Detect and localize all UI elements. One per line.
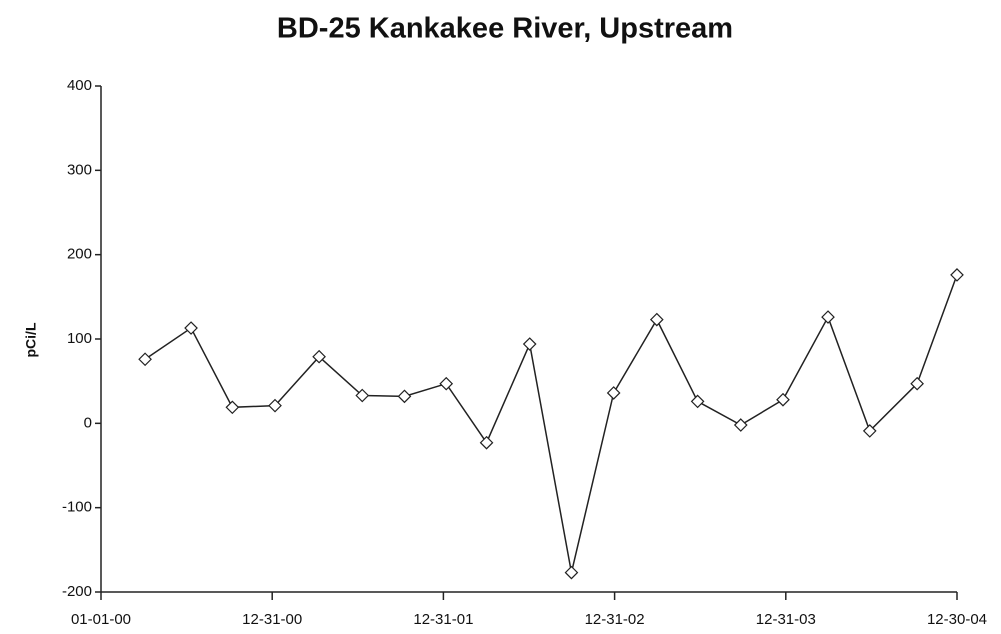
point xyxy=(862,424,877,438)
point xyxy=(225,400,240,415)
y-tick-label: 200 xyxy=(67,246,92,263)
point xyxy=(522,337,537,351)
point xyxy=(910,376,924,391)
x-tick-label: 12-31-01 xyxy=(413,611,473,628)
point xyxy=(355,388,370,403)
y-tick-label: -100 xyxy=(62,499,92,516)
point xyxy=(268,398,282,413)
x-tick-label: 12-31-00 xyxy=(242,611,302,628)
point xyxy=(733,418,748,432)
y-tick-label: -200 xyxy=(62,583,92,600)
point xyxy=(564,565,579,580)
chart-title: BD-25 Kankakee River, Upstream xyxy=(277,13,733,45)
point xyxy=(312,349,326,364)
x-tick-label: 12-31-03 xyxy=(756,611,816,628)
point xyxy=(397,389,412,404)
x-tick-label: 01-01-00 xyxy=(71,611,131,628)
line xyxy=(144,274,958,573)
y-tick-label: 400 xyxy=(67,77,92,94)
point xyxy=(690,394,705,409)
point xyxy=(479,435,494,450)
y-tick-label: 300 xyxy=(67,161,92,178)
point xyxy=(776,392,790,407)
point xyxy=(821,310,835,324)
point xyxy=(649,312,664,327)
y-tick-label: 0 xyxy=(84,414,92,431)
point xyxy=(184,321,198,335)
y-tick-label: 100 xyxy=(67,330,92,347)
y-axis-label: pCi/L xyxy=(23,322,39,357)
point xyxy=(606,386,621,400)
x-tick-label: 12-31-02 xyxy=(585,611,645,628)
point xyxy=(439,376,454,391)
point xyxy=(138,352,152,367)
point xyxy=(950,268,964,282)
x-tick-label: 12-30-04 xyxy=(927,611,987,628)
